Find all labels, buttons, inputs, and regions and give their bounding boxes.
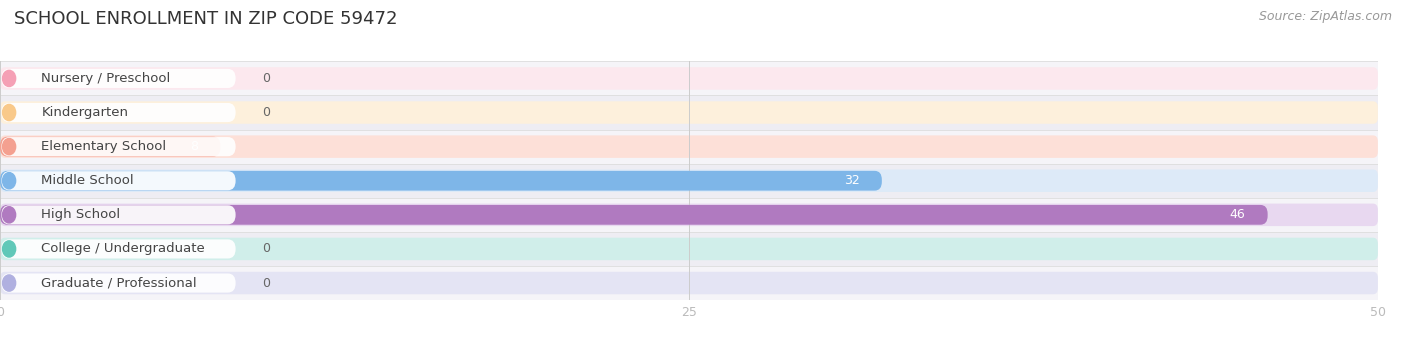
Text: Source: ZipAtlas.com: Source: ZipAtlas.com (1258, 10, 1392, 23)
FancyBboxPatch shape (1, 137, 236, 156)
Text: High School: High School (41, 208, 121, 221)
Bar (0, 61, 1378, 95)
FancyBboxPatch shape (0, 272, 1378, 294)
Circle shape (3, 275, 15, 291)
Text: Middle School: Middle School (41, 174, 134, 187)
Bar (0, 130, 1378, 164)
FancyBboxPatch shape (1, 103, 236, 122)
FancyBboxPatch shape (0, 205, 1268, 225)
Text: 0: 0 (262, 106, 270, 119)
Circle shape (3, 104, 15, 121)
FancyBboxPatch shape (1, 205, 236, 224)
FancyBboxPatch shape (0, 137, 221, 157)
Bar (0, 164, 1378, 198)
Circle shape (3, 173, 15, 189)
Text: Nursery / Preschool: Nursery / Preschool (41, 72, 170, 85)
Text: 0: 0 (262, 72, 270, 85)
Text: 0: 0 (262, 277, 270, 290)
Circle shape (3, 70, 15, 87)
Circle shape (3, 207, 15, 223)
Text: SCHOOL ENROLLMENT IN ZIP CODE 59472: SCHOOL ENROLLMENT IN ZIP CODE 59472 (14, 10, 398, 28)
FancyBboxPatch shape (0, 171, 882, 191)
Text: 8: 8 (190, 140, 198, 153)
Bar (0, 266, 1378, 300)
FancyBboxPatch shape (0, 238, 1378, 260)
Text: Elementary School: Elementary School (41, 140, 166, 153)
FancyBboxPatch shape (0, 135, 1378, 158)
FancyBboxPatch shape (0, 101, 1378, 124)
FancyBboxPatch shape (1, 171, 236, 190)
Bar (0, 232, 1378, 266)
Text: Graduate / Professional: Graduate / Professional (41, 277, 197, 290)
FancyBboxPatch shape (1, 239, 236, 258)
Circle shape (3, 138, 15, 155)
Text: College / Undergraduate: College / Undergraduate (41, 242, 205, 255)
FancyBboxPatch shape (0, 67, 1378, 90)
Text: Kindergarten: Kindergarten (41, 106, 128, 119)
Text: 0: 0 (262, 242, 270, 255)
FancyBboxPatch shape (1, 69, 236, 88)
FancyBboxPatch shape (0, 204, 1378, 226)
Circle shape (3, 241, 15, 257)
Text: 32: 32 (844, 174, 860, 187)
Text: 46: 46 (1230, 208, 1246, 221)
FancyBboxPatch shape (0, 169, 1378, 192)
Bar (0, 198, 1378, 232)
Bar (0, 95, 1378, 130)
FancyBboxPatch shape (1, 273, 236, 293)
